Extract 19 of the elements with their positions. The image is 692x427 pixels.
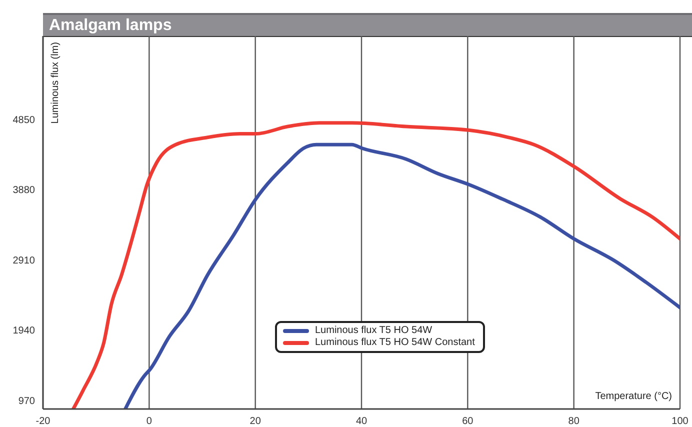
y-tick-label: 4850 (12, 114, 36, 126)
y-axis-title: Luminous flux (lm) (50, 42, 62, 124)
x-tick-label: 0 (146, 416, 152, 427)
chart-title: Amalgam lamps (49, 17, 172, 34)
x-tick-label: 60 (462, 416, 474, 427)
y-tick-label: 2910 (12, 255, 36, 266)
x-tick-label: 20 (250, 416, 262, 427)
y-tick-label: 3880 (12, 185, 36, 196)
legend-label: Luminous flux T5 HO 54W (315, 325, 432, 337)
y-tick-label: 1940 (12, 326, 36, 337)
legend-label: Luminous flux T5 HO 54W Constant (315, 337, 475, 349)
x-tick-label: -20 (36, 416, 51, 427)
x-tick-label: 80 (568, 416, 580, 427)
line-series (72, 121, 680, 409)
line-series (124, 142, 680, 409)
x-axis-title: Temperature (°C) (595, 391, 672, 403)
x-tick-label: 100 (672, 416, 689, 427)
y-tick-label: 970 (18, 396, 36, 407)
x-tick-label: 40 (356, 416, 368, 427)
